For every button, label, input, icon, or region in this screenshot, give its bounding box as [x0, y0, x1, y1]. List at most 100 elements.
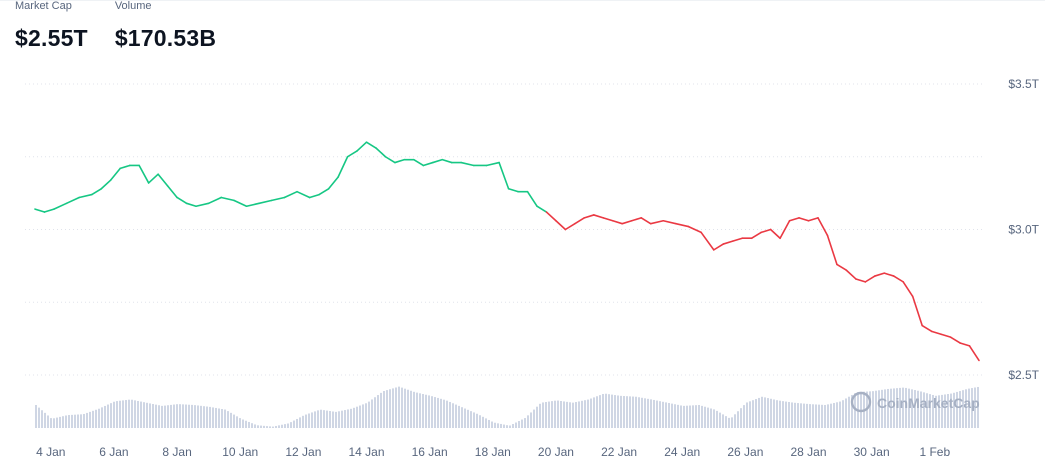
volume-bar [911, 389, 913, 428]
price-line-segment [921, 324, 933, 333]
price-line-segment [258, 199, 273, 205]
volume-bar [728, 417, 730, 428]
volume-bar [806, 403, 808, 428]
volume-bar [926, 393, 928, 428]
volume-bar [518, 421, 520, 428]
volume-bar [719, 412, 721, 428]
volume-bar [428, 395, 430, 428]
volume-bar [509, 425, 511, 428]
volume-bar [689, 405, 691, 428]
volume-bar [461, 407, 463, 428]
volume-bar [704, 406, 706, 428]
volume-bar [611, 394, 613, 428]
volume-bar [716, 410, 718, 428]
price-line-segment [100, 179, 112, 190]
volume-bar [584, 400, 586, 428]
volume-bar [788, 402, 790, 428]
price-line-segment [296, 190, 311, 199]
price-line-segment [949, 336, 961, 344]
volume-bar [902, 387, 904, 428]
volume-bar [116, 401, 118, 428]
volume-bar [587, 399, 589, 428]
volume-bar [266, 426, 268, 428]
volume-bar [923, 392, 925, 428]
price-line-segment [157, 173, 169, 187]
volume-bar [173, 404, 175, 428]
volume-bar [875, 390, 877, 428]
volume-bar [674, 404, 676, 428]
volume-bar [35, 405, 37, 428]
price-line-segment [807, 217, 819, 222]
volume-bar [113, 401, 115, 428]
volume-bar [188, 404, 190, 428]
volume-bar [272, 426, 274, 428]
volume-bar [665, 402, 667, 428]
volume-bar [401, 387, 403, 428]
volume-bar [143, 402, 145, 428]
volume-bar [968, 388, 970, 428]
volume-bar [644, 398, 646, 428]
volume-bar [56, 417, 58, 428]
volume-bar [380, 392, 382, 428]
volume-bar [722, 414, 724, 428]
volume-bar [914, 390, 916, 428]
volume-bar [194, 405, 196, 428]
volume-bar [725, 416, 727, 428]
x-tick-label: 24 Jan [664, 445, 700, 459]
volume-bar [227, 411, 229, 428]
volume-bar [431, 396, 433, 428]
volume-bar [362, 404, 364, 428]
volume-bar [62, 416, 64, 428]
volume-bar [833, 402, 835, 428]
volume-bar [605, 393, 607, 428]
volume-bar [887, 388, 889, 428]
price-line-segment [308, 193, 320, 199]
volume-bar [551, 401, 553, 428]
volume-bar [977, 386, 979, 428]
price-line-segment [245, 202, 260, 208]
y-tick-label: $2.5T [1008, 368, 1039, 382]
volume-bar [971, 388, 973, 428]
price-line-segment [855, 278, 867, 283]
price-line-segment [147, 173, 159, 184]
volume-bar [260, 425, 262, 428]
watermark-text: CoinMarketCap [877, 395, 980, 411]
price-line-segment [630, 217, 642, 222]
volume-bar [569, 402, 571, 428]
volume-bar [197, 405, 199, 428]
volume-bar [329, 411, 331, 428]
volume-bar [278, 425, 280, 428]
volume-bar [494, 422, 496, 428]
volume-bar [602, 393, 604, 428]
top-divider [0, 0, 1045, 1]
volume-bar [917, 390, 919, 428]
volume-bar [422, 394, 424, 428]
volume-bar [809, 404, 811, 428]
volume-bar [596, 396, 598, 428]
x-axis: 4 Jan 6 Jan 8 Jan 10 Jan 12 Jan 14 Jan 16 Jan 1… [36, 445, 950, 459]
volume-bar [455, 404, 457, 428]
volume-bar [497, 423, 499, 428]
price-line-segment [959, 342, 971, 347]
volume-bar [614, 395, 616, 428]
price-line-segment [602, 217, 614, 222]
price-line-segment [365, 141, 377, 149]
volume-bar [731, 417, 733, 428]
volume-bar [515, 422, 517, 428]
price-line-segment [460, 161, 475, 167]
volume-bar [218, 408, 220, 428]
price-line-segment [536, 205, 548, 213]
volume-bar [650, 399, 652, 428]
volume-bar [479, 415, 481, 428]
volume-bar [164, 405, 166, 428]
volume-bar [872, 391, 874, 428]
volume-bar [293, 420, 295, 428]
volume-bar [359, 405, 361, 428]
volume-bar [638, 397, 640, 428]
price-line-segment [119, 164, 131, 170]
volume-bar [758, 397, 760, 428]
volume-bar [869, 391, 871, 428]
price-line-segment [675, 222, 690, 228]
volume-bar [500, 423, 502, 428]
